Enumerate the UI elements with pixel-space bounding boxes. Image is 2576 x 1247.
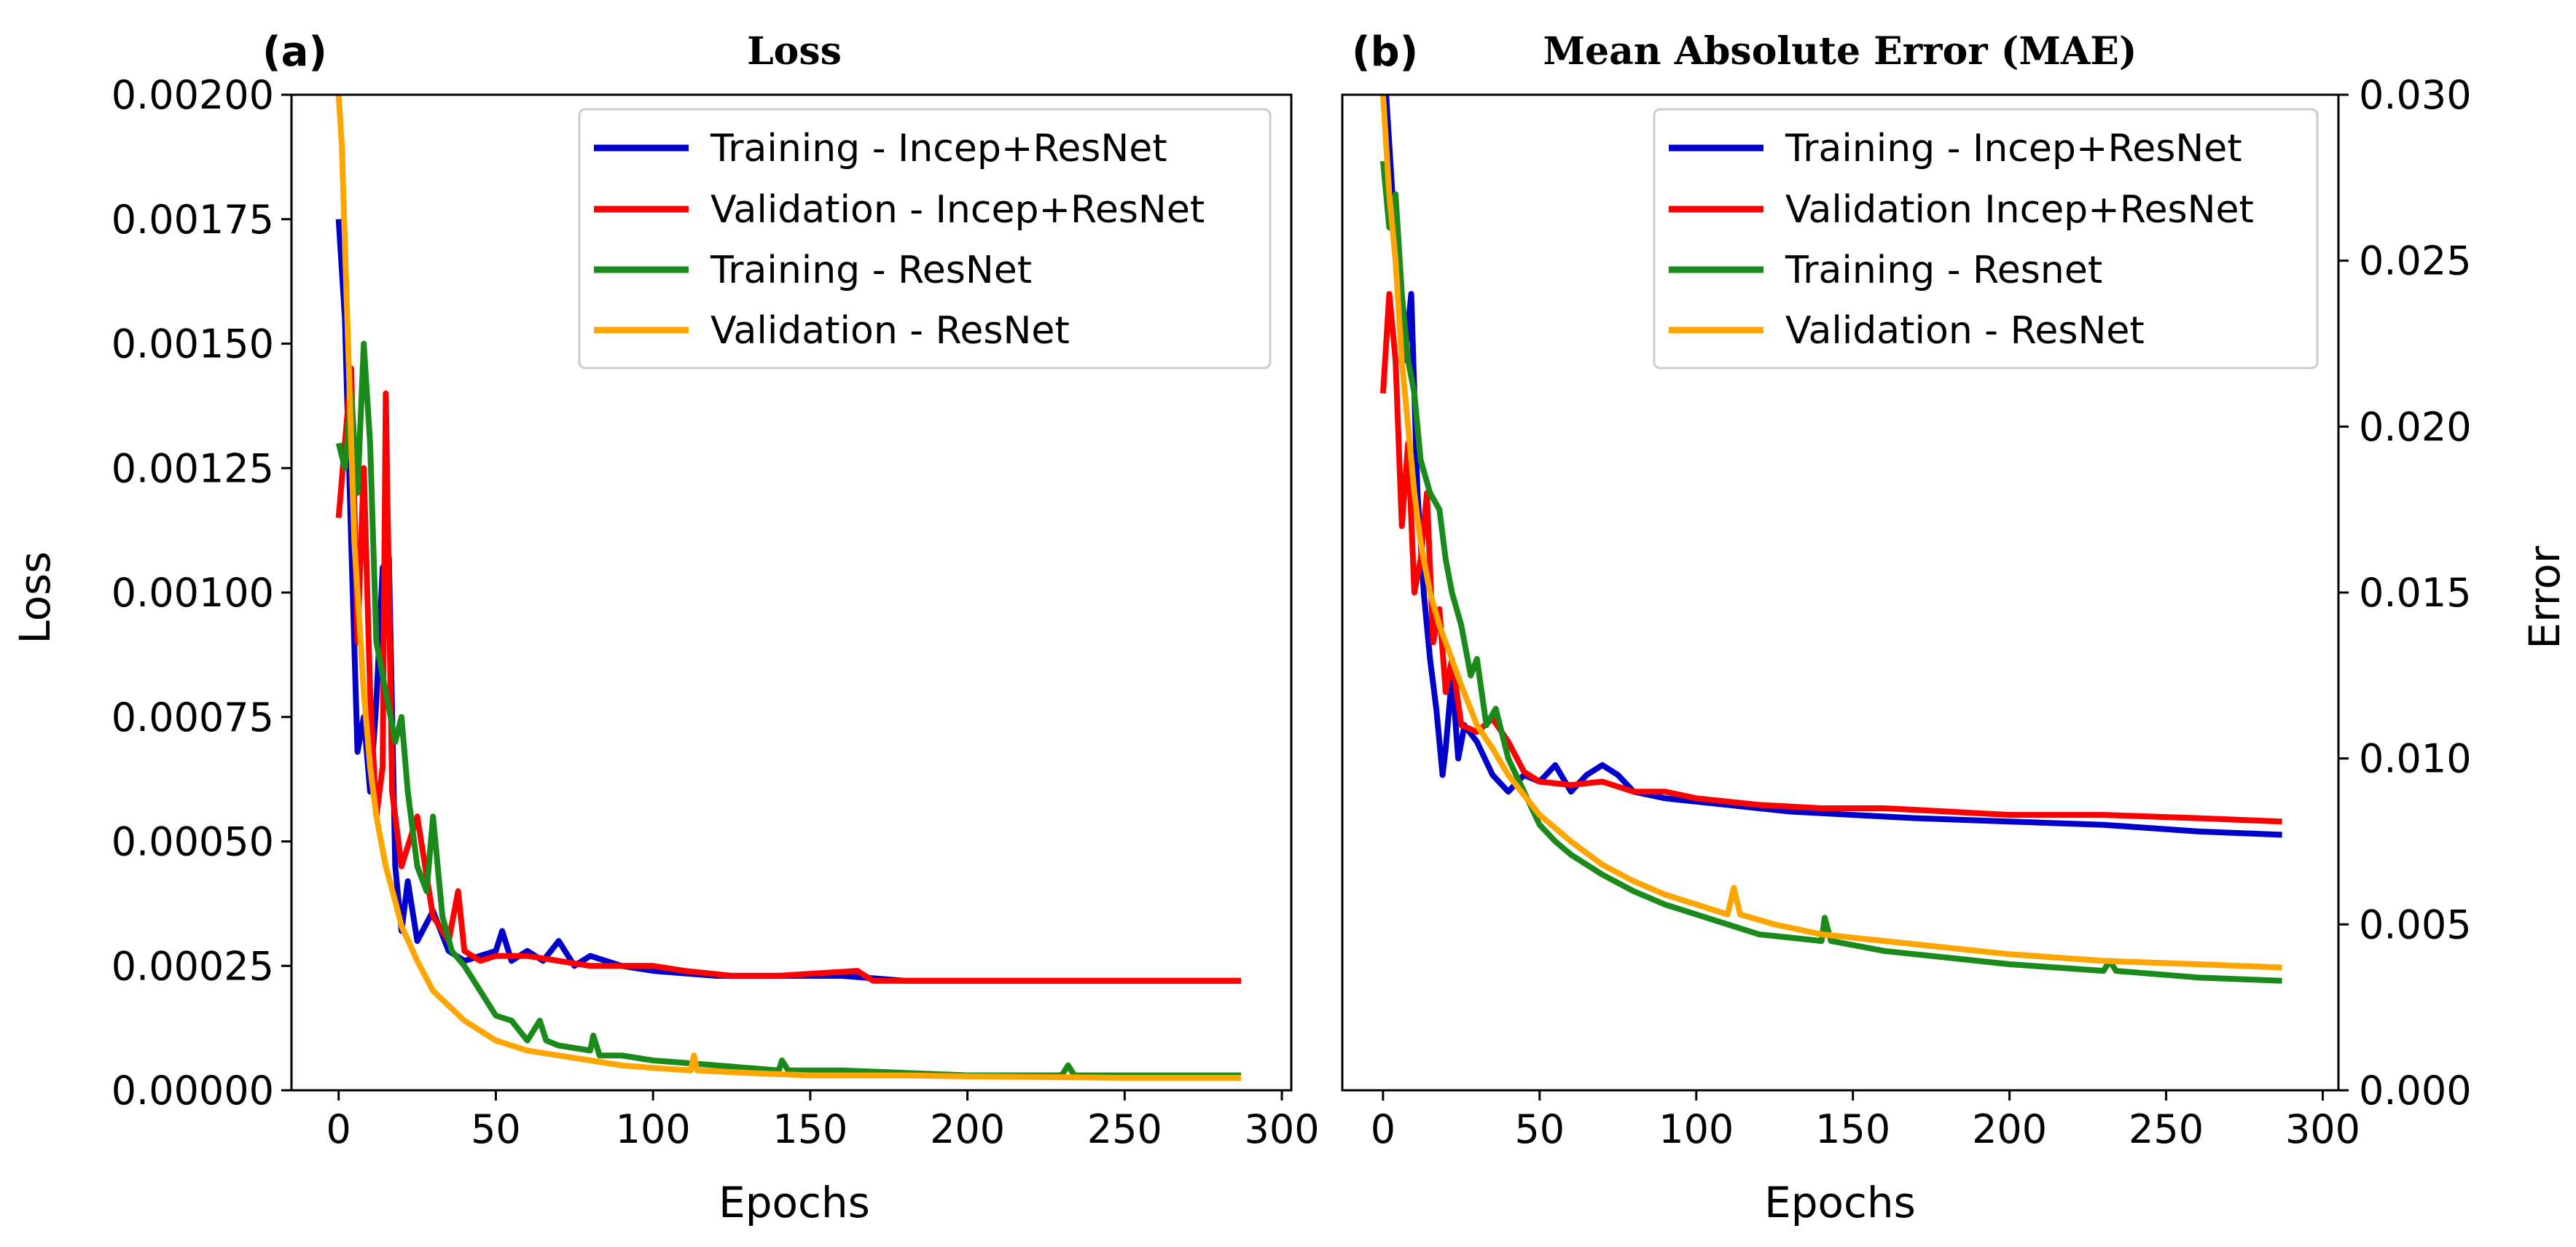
legend-a: Training - Incep+ResNet Validation - Inc… bbox=[578, 108, 1272, 370]
y-tick-label-a-4: 0.00100 bbox=[111, 570, 274, 616]
series-line-a-2 bbox=[335, 340, 1241, 1079]
series-line-b-1 bbox=[1379, 291, 2282, 825]
y-tick-label-b-4: 0.020 bbox=[2359, 404, 2472, 450]
series-line-b-2 bbox=[1379, 160, 2282, 984]
plot-frame-a bbox=[290, 93, 1293, 1092]
panel-label-a: (a) bbox=[262, 28, 327, 76]
y-tick-label-a-1: 0.00025 bbox=[111, 943, 274, 989]
x-tick-label-a-6: 300 bbox=[1245, 1106, 1320, 1152]
y-tick-label-b-5: 0.025 bbox=[2359, 238, 2472, 284]
y-tick-label-a-6: 0.00150 bbox=[111, 321, 274, 367]
x-ticks-b: 0 50 100 150 200 250 300 bbox=[1371, 1090, 2360, 1152]
y-tick-label-a-7: 0.00175 bbox=[111, 197, 274, 243]
chart-title-loss: Loss bbox=[747, 29, 842, 74]
legend-label-b-3: Validation - ResNet bbox=[1785, 309, 2145, 353]
plot-frame-b bbox=[1341, 93, 2340, 1092]
y-tick-label-b-2: 0.010 bbox=[2359, 736, 2472, 782]
series-line-a-3 bbox=[335, 94, 1241, 1081]
x-tick-label-a-2: 100 bbox=[616, 1106, 691, 1152]
x-tick-label-b-1: 50 bbox=[1514, 1106, 1565, 1152]
x-tick-label-b-5: 250 bbox=[2129, 1106, 2204, 1152]
legend-label-a-3: Validation - ResNet bbox=[710, 309, 1070, 353]
y-tick-label-a-5: 0.00125 bbox=[111, 445, 274, 491]
y-tick-label-b-0: 0.000 bbox=[2359, 1068, 2472, 1114]
legend-label-b-1: Validation Incep+ResNet bbox=[1785, 188, 2254, 232]
legend-label-b-0: Training - Incep+ResNet bbox=[1785, 127, 2242, 171]
legend-label-a-2: Training - ResNet bbox=[710, 249, 1032, 292]
x-tick-label-a-0: 0 bbox=[326, 1106, 351, 1152]
panel-a-loss-chart: (a) Loss Epochs Loss 0 50 100 150 200 250 300 … bbox=[10, 28, 1320, 1227]
x-tick-label-b-4: 200 bbox=[1972, 1106, 2047, 1152]
y-ticks-b: 0.000 0.005 0.010 0.015 0.020 0.025 0.030 bbox=[2338, 72, 2472, 1114]
y-tick-label-b-3: 0.015 bbox=[2359, 570, 2472, 616]
y-tick-label-a-2: 0.00050 bbox=[111, 819, 274, 865]
y-tick-label-b-6: 0.030 bbox=[2359, 72, 2472, 118]
chart-title-mae: Mean Absolute Error (MAE) bbox=[1543, 29, 2137, 74]
series-line-b-3 bbox=[1379, 94, 2282, 971]
x-tick-label-a-3: 150 bbox=[772, 1106, 847, 1152]
x-tick-label-b-3: 150 bbox=[1815, 1106, 1890, 1152]
y-axis-label-b: Error bbox=[2520, 546, 2569, 649]
legend-box-a bbox=[578, 108, 1272, 370]
y-tick-label-a-3: 0.00075 bbox=[111, 695, 274, 740]
y-axis-label-a: Loss bbox=[10, 551, 60, 644]
y-ticks-a: 0.00000 0.00025 0.00050 0.00075 0.00100 0.001… bbox=[111, 72, 291, 1114]
y-tick-label-a-8: 0.00200 bbox=[111, 72, 274, 118]
x-axis-label-b: Epochs bbox=[1764, 1178, 1916, 1227]
x-tick-label-b-2: 100 bbox=[1659, 1106, 1734, 1152]
legend-b: Training - Incep+ResNet Validation Incep… bbox=[1653, 108, 2319, 370]
legend-label-a-0: Training - Incep+ResNet bbox=[710, 127, 1167, 171]
series-lines-a bbox=[335, 94, 1241, 1081]
x-tick-label-a-4: 200 bbox=[930, 1106, 1005, 1152]
x-tick-label-a-1: 50 bbox=[471, 1106, 521, 1152]
legend-box-b bbox=[1653, 108, 2319, 370]
x-tick-label-a-5: 250 bbox=[1087, 1106, 1162, 1152]
x-tick-label-b-6: 300 bbox=[2285, 1106, 2360, 1152]
series-line-a-1 bbox=[335, 365, 1241, 984]
y-tick-label-b-1: 0.005 bbox=[2359, 902, 2472, 947]
panel-label-b: (b) bbox=[1352, 28, 1418, 76]
x-tick-label-b-0: 0 bbox=[1371, 1106, 1395, 1152]
series-lines-b bbox=[1379, 94, 2282, 984]
x-axis-label-a: Epochs bbox=[719, 1178, 870, 1227]
y-tick-label-a-0: 0.00000 bbox=[111, 1068, 274, 1114]
legend-label-b-2: Training - Resnet bbox=[1785, 249, 2102, 292]
x-ticks-a: 0 50 100 150 200 250 300 bbox=[326, 1090, 1320, 1152]
legend-label-a-1: Validation - Incep+ResNet bbox=[710, 188, 1205, 232]
panel-b-mae-chart: (b) Mean Absolute Error (MAE) Epochs Err… bbox=[1341, 28, 2569, 1227]
